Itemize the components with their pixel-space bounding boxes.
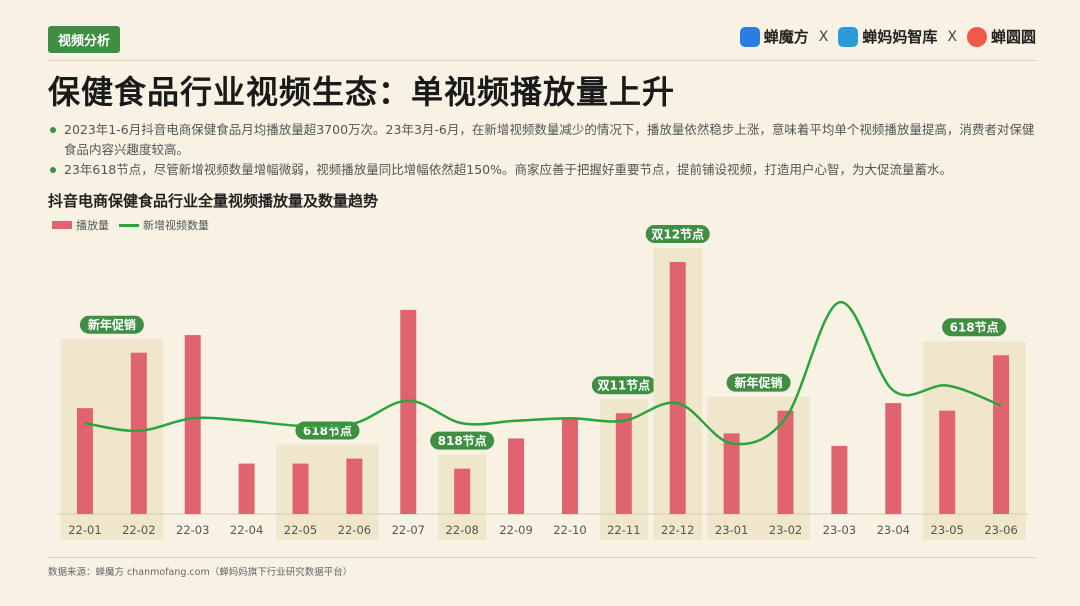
bullet-item: 2023年1-6月抖音电商保健食品月均播放量超3700万次。23年3月-6月，在… <box>48 120 1038 160</box>
annotation-pill <box>942 318 1007 337</box>
chanmama-zhiku-logo: 蝉妈妈智库 <box>838 26 937 47</box>
highlight-band <box>60 338 164 540</box>
annotation-pill <box>79 315 144 334</box>
annotation-label: 新年促销 <box>88 317 136 332</box>
bar <box>669 262 686 514</box>
annotation-label: 双12节点 <box>651 227 704 242</box>
annotation-pill <box>726 373 791 392</box>
x-tick-label: 23-01 <box>715 523 748 537</box>
x-tick-label: 22-05 <box>284 523 317 537</box>
section-tag: 视频分析 <box>48 26 121 53</box>
x-tick-label: 22-01 <box>68 523 101 537</box>
bar <box>292 463 309 514</box>
annotation-label: 818节点 <box>438 433 487 448</box>
chart-title: 抖音电商保健食品行业全量视频播放量及数量趋势 <box>48 192 379 210</box>
chanmama-icon <box>838 26 859 47</box>
legend-swatch-bar <box>52 221 72 229</box>
x-tick-label: 22-08 <box>445 523 478 537</box>
bar <box>723 433 740 514</box>
x-tick-label: 23-02 <box>769 523 802 537</box>
x-tick-label: 23-04 <box>877 523 910 537</box>
bar <box>184 335 201 514</box>
header-divider <box>48 60 1036 61</box>
data-source: 数据来源：蝉魔方 chanmofang.com（蝉妈妈旗下行业研究数据平台） <box>48 567 353 578</box>
chanmofang-icon <box>739 26 760 47</box>
annotation-pill <box>430 431 495 450</box>
bar <box>130 352 147 514</box>
footer-divider <box>48 557 1036 558</box>
bar <box>400 309 417 514</box>
annotation-pill <box>645 225 710 243</box>
x-tick-label: 23-06 <box>984 523 1017 537</box>
logo-separator: X <box>818 28 829 45</box>
x-tick-label: 22-12 <box>661 523 694 537</box>
bar <box>777 410 794 514</box>
x-tick-label: 22-10 <box>553 523 586 537</box>
bar <box>615 413 632 514</box>
bar <box>346 458 363 514</box>
x-tick-label: 23-05 <box>930 523 963 537</box>
bar <box>993 355 1010 514</box>
annotation-label: 双11节点 <box>597 378 650 393</box>
bar <box>238 463 255 514</box>
logo-separator: X <box>947 28 957 45</box>
bar <box>76 408 93 514</box>
legend-item-line: 新增视频数量 <box>119 217 209 233</box>
bar <box>939 410 956 514</box>
x-tick-label: 22-02 <box>122 523 155 537</box>
x-tick-label: 22-11 <box>607 523 640 537</box>
annotation-label: 新年促销 <box>735 375 783 390</box>
bullet-item: 23年618节点，尽管新增视频数量增幅微弱，视频播放量同比增幅依然超150%。商… <box>48 160 1038 180</box>
bar <box>561 418 578 514</box>
page-title: 保健食品行业视频生态：单视频播放量上升 <box>48 73 676 111</box>
bar <box>885 403 902 514</box>
x-tick-label: 22-06 <box>338 523 371 537</box>
line-series <box>84 301 1002 446</box>
x-tick-label: 22-09 <box>499 523 532 537</box>
partner-logos: 蝉魔方 X 蝉妈妈智库 X 蝉圆圆 <box>739 26 1036 47</box>
legend-swatch-line <box>119 223 139 227</box>
legend-item-bar: 播放量 <box>52 217 109 233</box>
annotation-label: 618节点 <box>950 320 999 335</box>
chanyuanyuan-icon <box>966 26 987 47</box>
chart-legend: 播放量 新增视频数量 <box>52 217 209 233</box>
annotation-pill <box>591 376 656 395</box>
x-tick-label: 22-04 <box>230 523 263 537</box>
x-tick-label: 22-07 <box>392 523 425 537</box>
bar <box>831 445 848 514</box>
bar <box>508 438 525 514</box>
highlight-band <box>922 341 1026 540</box>
x-tick-label: 23-03 <box>823 523 856 537</box>
highlight-band <box>707 396 810 540</box>
chanyuanyuan-logo: 蝉圆圆 <box>966 26 1036 47</box>
x-tick-label: 22-03 <box>176 523 209 537</box>
chanmofang-logo: 蝉魔方 <box>739 26 809 47</box>
bar <box>454 468 471 514</box>
summary-bullets: 2023年1-6月抖音电商保健食品月均播放量超3700万次。23年3月-6月，在… <box>48 120 1038 180</box>
